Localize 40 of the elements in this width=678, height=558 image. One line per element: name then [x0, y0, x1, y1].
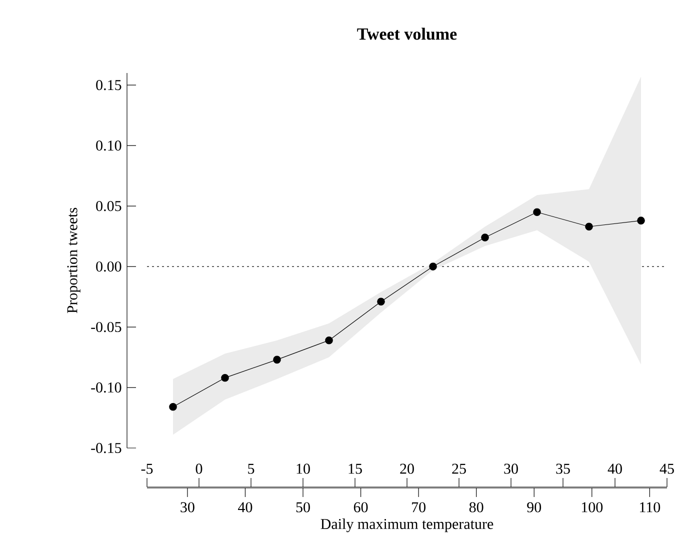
x2-tick-label: 70: [412, 502, 426, 512]
x-tick-label: 0: [196, 464, 202, 474]
x-tick-label: 30: [504, 464, 518, 474]
y-axis-title: Proportion tweets: [67, 208, 80, 314]
x2-tick-label: 80: [469, 502, 484, 512]
x-tick-label: 15: [348, 464, 362, 474]
x2-tick-label: 30: [180, 502, 194, 512]
x-tick-label: 40: [608, 464, 622, 474]
x2-tick-label: 40: [238, 502, 252, 512]
x-tick-label: 5: [248, 464, 254, 474]
y-tick-label: -0.10: [91, 382, 122, 393]
y-tick-label: -0.15: [91, 442, 122, 454]
point: [481, 234, 489, 242]
x2-tick-label: 90: [527, 502, 542, 512]
x-tick-label: 10: [296, 464, 310, 474]
y-tick-label: 0.10: [96, 140, 122, 151]
point: [429, 262, 437, 270]
x-tick-label: 35: [556, 464, 570, 474]
chart-title: Tweet volume: [357, 28, 457, 40]
x-tick-label: 25: [452, 464, 466, 474]
x2-tick-label: 100: [582, 502, 603, 512]
x-tick-label: 20: [400, 464, 414, 474]
point: [273, 356, 281, 364]
x-tick-label: 45: [660, 464, 674, 474]
point: [169, 402, 177, 411]
x2-tick-label: 110: [640, 502, 660, 512]
y-tick-label: -0.05: [91, 322, 122, 332]
x-axis-title: Daily maximum temperature: [320, 518, 494, 532]
point: [377, 298, 385, 306]
y-tick-label: 0.00: [96, 261, 122, 272]
point: [325, 336, 333, 344]
point: [533, 208, 541, 216]
x2-tick-label: 60: [354, 502, 368, 512]
point: [585, 222, 593, 231]
x2-tick-label: 50: [296, 502, 310, 512]
point: [637, 216, 645, 224]
y-tick-label: 0.05: [96, 200, 122, 212]
y-tick-label: 0.15: [96, 80, 122, 90]
point: [221, 374, 229, 382]
x-tick-label: -5: [141, 464, 153, 474]
